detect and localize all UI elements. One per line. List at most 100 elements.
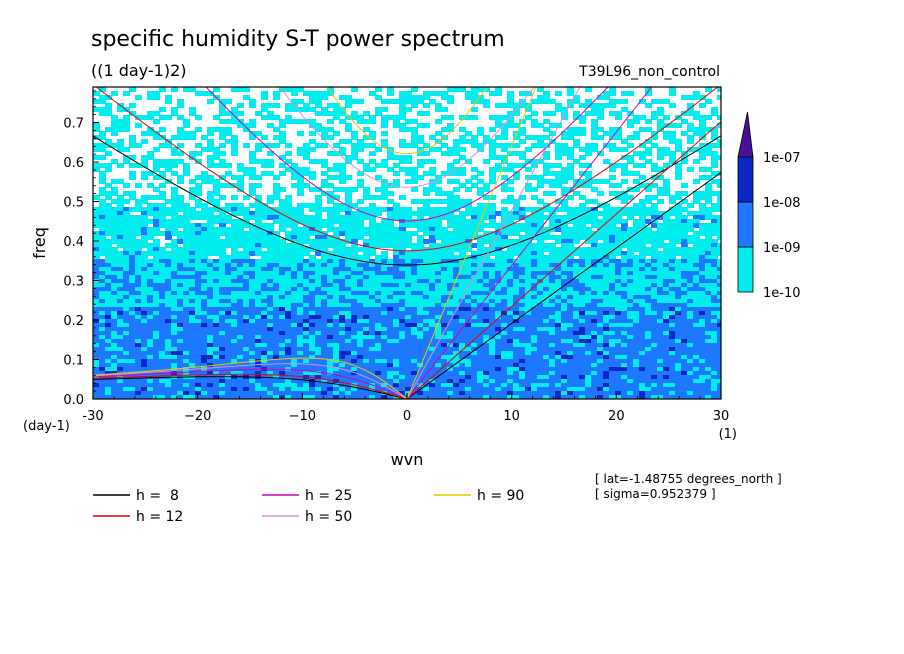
spectrum-cell: [687, 291, 694, 296]
spectrum-cell: [123, 347, 130, 352]
spectrum-cell: [171, 255, 178, 260]
spectrum-cell: [513, 243, 520, 248]
spectrum-cell: [453, 147, 460, 152]
spectrum-cell: [399, 107, 406, 112]
spectrum-cell: [351, 155, 358, 160]
spectrum-cell: [561, 191, 568, 196]
spectrum-cell: [507, 263, 514, 268]
spectrum-cell: [171, 351, 178, 356]
spectrum-cell: [459, 275, 466, 280]
spectrum-cell: [711, 311, 718, 316]
spectrum-cell: [363, 283, 370, 288]
spectrum-cell: [363, 303, 370, 308]
spectrum-cell: [573, 271, 580, 276]
spectrum-cell: [585, 227, 592, 232]
spectrum-cell: [105, 163, 112, 168]
spectrum-cell: [447, 335, 454, 340]
spectrum-cell: [165, 199, 172, 204]
spectrum-cell: [483, 159, 490, 164]
spectrum-cell: [189, 243, 196, 248]
spectrum-cell: [627, 319, 634, 324]
spectrum-cell: [279, 299, 286, 304]
spectrum-cell: [165, 251, 172, 256]
spectrum-cell: [603, 219, 610, 224]
spectrum-cell: [393, 171, 400, 176]
spectrum-cell: [255, 203, 262, 208]
spectrum-cell: [291, 171, 298, 176]
spectrum-cell: [579, 279, 586, 284]
spectrum-cell: [549, 223, 556, 228]
spectrum-cell: [315, 195, 322, 200]
spectrum-cell: [603, 223, 610, 228]
spectrum-cell: [585, 319, 592, 324]
spectrum-cell: [669, 299, 676, 304]
spectrum-cell: [153, 351, 160, 356]
spectrum-cell: [483, 351, 490, 356]
spectrum-cell: [411, 199, 418, 204]
spectrum-cell: [663, 227, 670, 232]
spectrum-cell: [237, 103, 244, 108]
spectrum-cell: [615, 99, 622, 104]
spectrum-cell: [129, 251, 136, 256]
spectrum-cell: [117, 255, 124, 260]
spectrum-cell: [453, 255, 460, 260]
spectrum-cell: [513, 271, 520, 276]
spectrum-cell: [171, 239, 178, 244]
spectrum-cell: [369, 131, 376, 136]
spectrum-cell: [369, 323, 376, 328]
spectrum-cell: [195, 323, 202, 328]
spectrum-cell: [621, 267, 628, 272]
spectrum-cell: [633, 331, 640, 336]
spectrum-cell: [699, 123, 706, 128]
spectrum-cell: [219, 219, 226, 224]
spectrum-cell: [333, 323, 340, 328]
spectrum-cell: [705, 319, 712, 324]
spectrum-cell: [501, 227, 508, 232]
spectrum-cell: [285, 115, 292, 120]
spectrum-cell: [597, 287, 604, 292]
spectrum-cell: [345, 103, 352, 108]
spectrum-cell: [189, 131, 196, 136]
spectrum-cell: [117, 263, 124, 268]
spectrum-cell: [525, 159, 532, 164]
spectrum-cell: [153, 175, 160, 180]
spectrum-cell: [633, 227, 640, 232]
spectrum-cell: [375, 87, 382, 92]
spectrum-cell: [561, 331, 568, 336]
spectrum-cell: [507, 95, 514, 100]
spectrum-cell: [507, 115, 514, 120]
spectrum-cell: [123, 315, 130, 320]
spectrum-cell: [495, 339, 502, 344]
spectrum-cell: [207, 259, 214, 264]
spectrum-cell: [147, 203, 154, 208]
spectrum-cell: [465, 351, 472, 356]
spectrum-cell: [321, 131, 328, 136]
spectrum-cell: [285, 295, 292, 300]
spectrum-cell: [717, 259, 721, 264]
spectrum-cell: [273, 263, 280, 268]
spectrum-cell: [237, 251, 244, 256]
spectrum-cell: [651, 255, 658, 260]
spectrum-cell: [171, 259, 178, 264]
spectrum-cell: [411, 247, 418, 252]
spectrum-cell: [435, 283, 442, 288]
spectrum-cell: [315, 319, 322, 324]
spectrum-cell: [207, 179, 214, 184]
spectrum-cell: [369, 263, 376, 268]
spectrum-cell: [207, 323, 214, 328]
spectrum-cell: [297, 303, 304, 308]
spectrum-cell: [255, 351, 262, 356]
spectrum-cell: [363, 251, 370, 256]
spectrum-cell: [327, 87, 334, 92]
spectrum-cell: [381, 183, 388, 188]
spectrum-cell: [285, 303, 292, 308]
spectrum-cell: [201, 223, 208, 228]
spectrum-cell: [267, 111, 274, 116]
spectrum-cell: [651, 259, 658, 264]
spectrum-cell: [375, 255, 382, 260]
spectrum-cell: [567, 267, 574, 272]
spectrum-cell: [429, 235, 436, 240]
spectrum-cell: [501, 275, 508, 280]
spectrum-cell: [231, 211, 238, 216]
spectrum-cell: [681, 191, 688, 196]
